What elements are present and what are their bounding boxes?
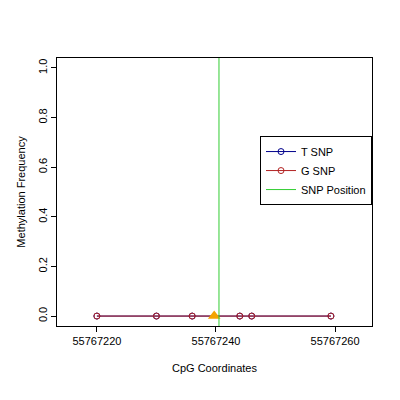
svg-text:SNP Position: SNP Position [301,184,366,196]
svg-text:1.0: 1.0 [37,59,49,74]
svg-text:0.2: 0.2 [37,257,49,272]
svg-text:G SNP: G SNP [301,165,335,177]
svg-text:0.6: 0.6 [37,158,49,173]
svg-text:Methylation Frequency: Methylation Frequency [15,136,27,248]
svg-text:T SNP: T SNP [301,146,333,158]
svg-text:55767240: 55767240 [192,335,241,347]
svg-text:CpG Coordinates: CpG Coordinates [172,362,257,374]
svg-text:55767220: 55767220 [72,335,121,347]
svg-text:0.8: 0.8 [37,108,49,123]
svg-text:55767260: 55767260 [311,335,360,347]
svg-text:0.0: 0.0 [37,307,49,322]
svg-text:0.4: 0.4 [37,208,49,223]
